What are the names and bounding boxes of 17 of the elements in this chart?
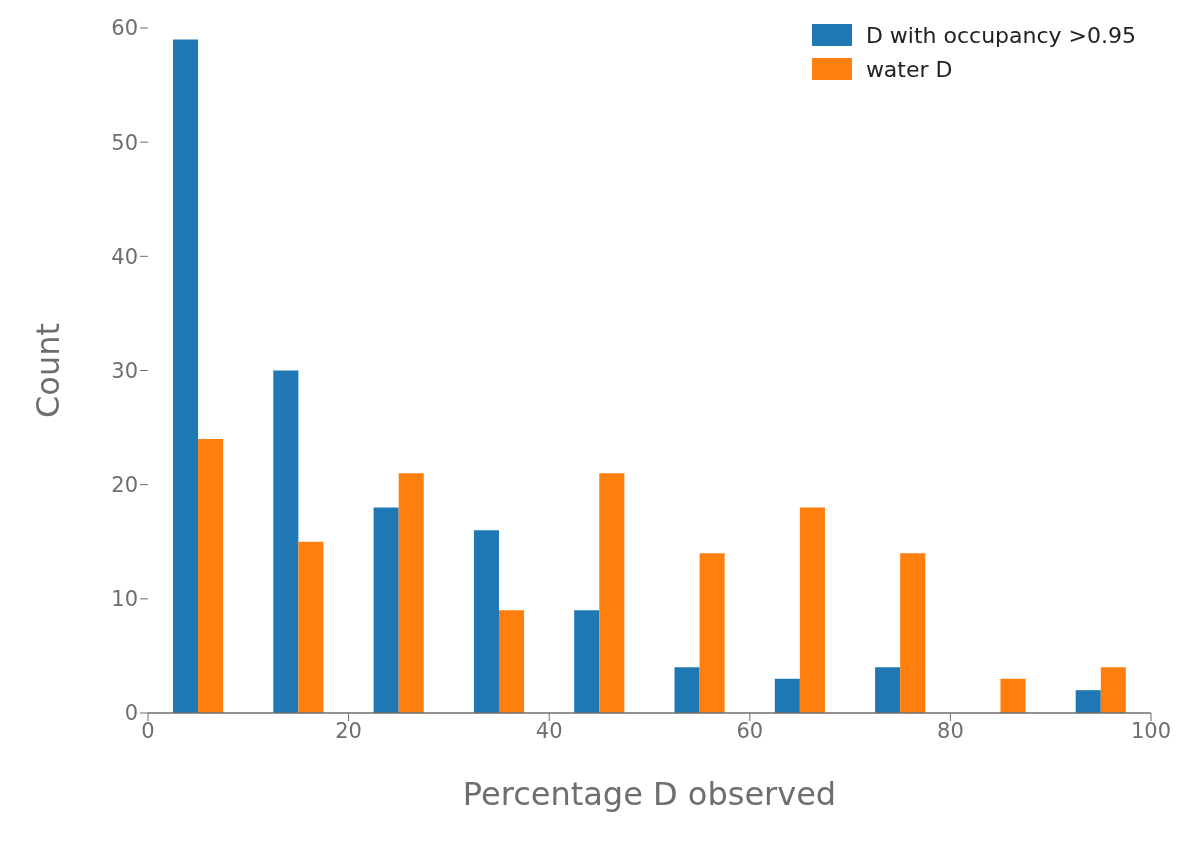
y-tick-label: 20 xyxy=(111,473,138,498)
x-tick-label: 100 xyxy=(1130,718,1172,743)
x-tick-label: 80 xyxy=(937,718,964,743)
y-tick-label: 40 xyxy=(111,244,138,269)
x-tick-label: 60 xyxy=(736,718,764,743)
y-tick-label: 60 xyxy=(111,16,138,41)
y-tick-label: 0 xyxy=(124,701,138,726)
y-tick-label: 10 xyxy=(111,587,138,612)
x-tick-label: 0 xyxy=(141,718,155,743)
y-tick-label: 30 xyxy=(111,358,138,383)
x-axis-title: Percentage D observed xyxy=(462,775,837,813)
x-tick-label: 20 xyxy=(335,718,362,743)
legend-label: D with occupancy >0.95 xyxy=(865,22,1136,48)
x-tick-label: 40 xyxy=(535,718,563,743)
legend-label: water D xyxy=(865,56,953,82)
y-tick-label: 50 xyxy=(111,130,138,155)
y-axis-title: Count xyxy=(29,322,68,419)
